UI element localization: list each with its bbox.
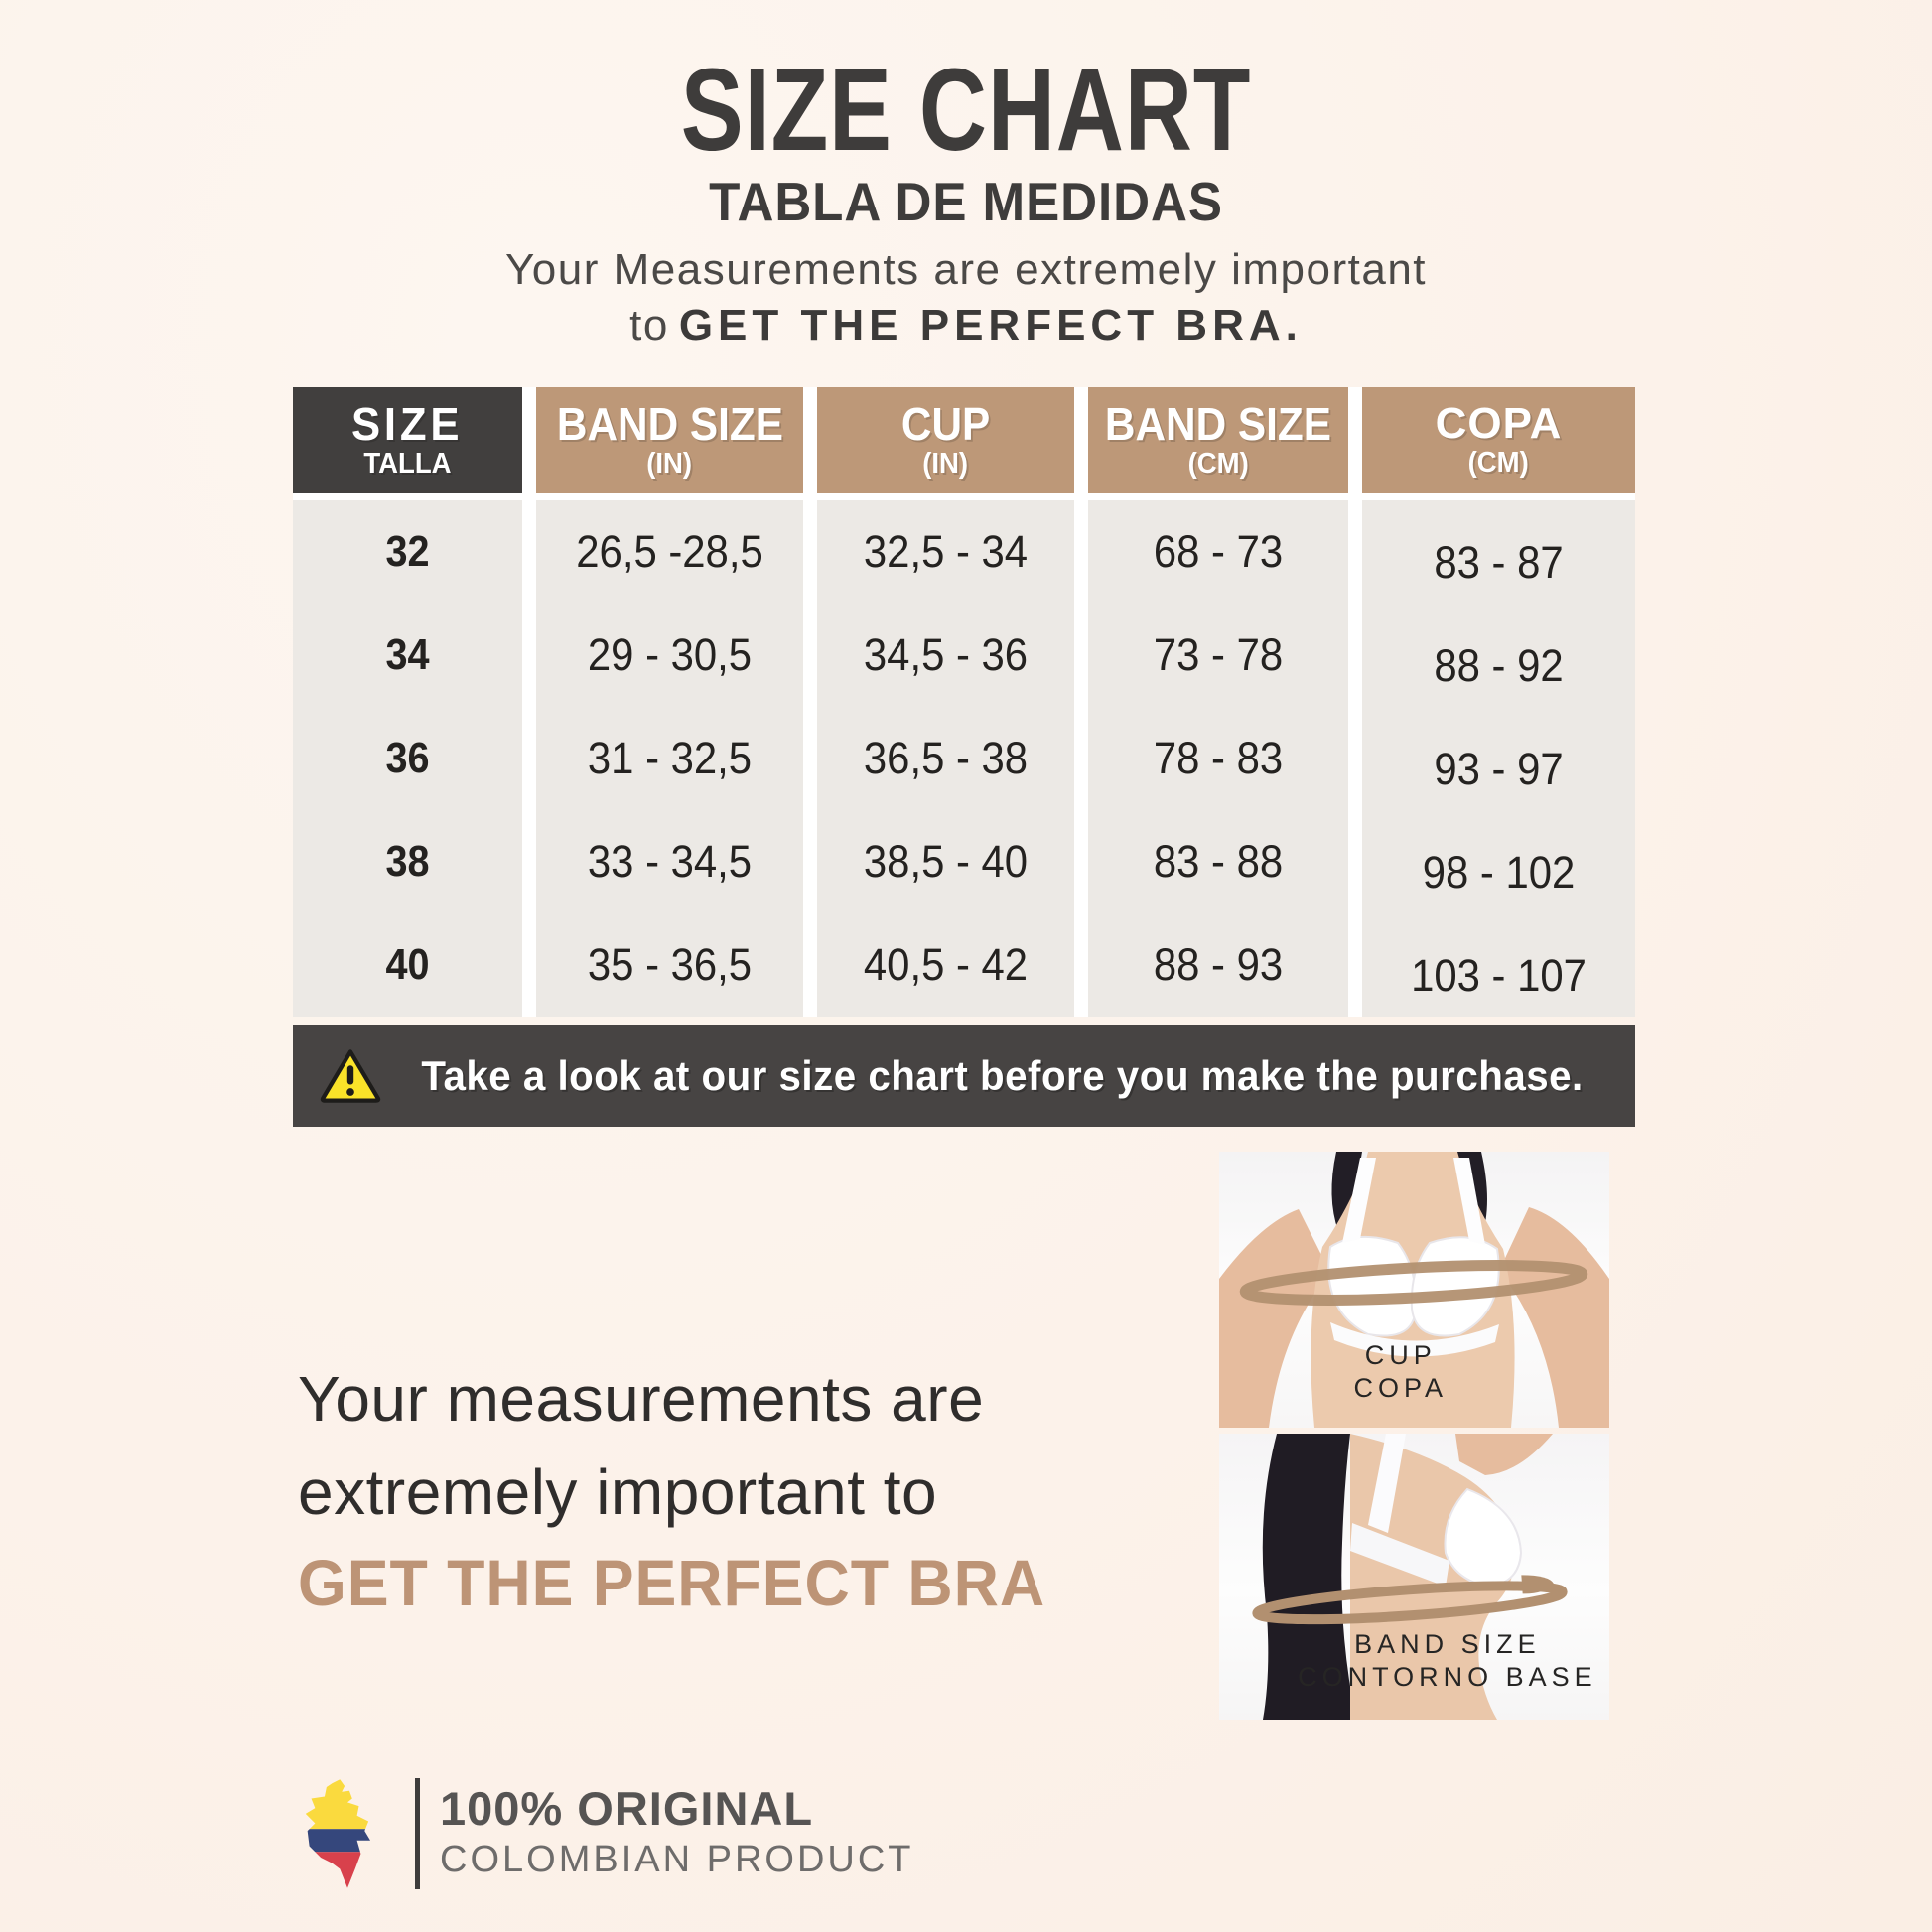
cup-photo-labels: CUP COPA xyxy=(1219,1339,1582,1405)
header-label: SIZE xyxy=(351,398,464,451)
table-cell-r0-c2: 32,5 - 34 xyxy=(863,526,1029,577)
header-cell-2: CUP (IN) xyxy=(817,387,1074,493)
table-cell-r0-c0: 32 xyxy=(385,527,430,576)
cup-label-es: COPA xyxy=(1353,1373,1448,1404)
table-cell-r3-c4: 98 - 102 xyxy=(1422,847,1576,897)
band-measurement-photo: BAND SIZE CONTORNO BASE xyxy=(1219,1434,1609,1720)
header-cell-0: SIZE TALLA xyxy=(293,387,522,493)
table-cell-r3-c1: 33 - 34,5 xyxy=(587,836,753,887)
table-column-3: BAND SIZE (CM) 68 - 73 73 - 78 78 - 83 83 - 8… xyxy=(1088,387,1348,1017)
table-cell-r0-c1: 26,5 -28,5 xyxy=(576,526,763,577)
table-cell-r4-c3: 88 - 93 xyxy=(1153,939,1284,990)
header-sublabel: (CM) xyxy=(1187,447,1249,480)
table-column-body-2: 32,5 - 34 34,5 - 36 36,5 - 38 38,5 - 40 40,5… xyxy=(817,500,1074,1017)
note-line-1: Your measurements are xyxy=(298,1363,985,1435)
table-cell-r1-c1: 29 - 30,5 xyxy=(587,629,753,680)
intro-line-1: Your Measurements are extremely importan… xyxy=(504,245,1428,294)
table-cell-r4-c0: 40 xyxy=(385,940,430,989)
footer-product-label: COLOMBIAN PRODUCT xyxy=(440,1839,914,1881)
table-cell-r4-c2: 40,5 - 42 xyxy=(863,939,1029,990)
table-column-body-4: 83 - 87 88 - 92 93 - 97 98 - 102 103 - 107 xyxy=(1362,500,1635,1017)
size-table: SIZE TALLA 32 34 36 38 40 BAND SIZE (IN) 26,5 -28… xyxy=(293,387,1635,1017)
header-label: BAND SIZE xyxy=(1104,398,1332,451)
table-cell-r2-c4: 93 - 97 xyxy=(1434,744,1564,794)
page-subtitle: TABLA DE MEDIDAS xyxy=(709,171,1223,232)
table-column-0: SIZE TALLA 32 34 36 38 40 xyxy=(293,387,522,1017)
band-label-es: CONTORNO BASE xyxy=(1298,1661,1597,1692)
table-cell-r1-c3: 73 - 78 xyxy=(1153,629,1284,680)
table-cell-r0-c3: 68 - 73 xyxy=(1153,526,1284,577)
header-cell-3: BAND SIZE (CM) xyxy=(1088,387,1348,493)
table-column-body-3: 68 - 73 73 - 78 78 - 83 83 - 88 88 - 93 xyxy=(1088,500,1348,1017)
cup-label-en: CUP xyxy=(1364,1340,1437,1371)
table-column-body-1: 26,5 -28,5 29 - 30,5 31 - 32,5 33 - 34,5 35 … xyxy=(536,500,803,1017)
table-cell-r4-c4: 103 - 107 xyxy=(1411,950,1587,1001)
table-cell-r3-c2: 38,5 - 40 xyxy=(863,836,1029,887)
intro-line-2-prefix: to xyxy=(629,301,669,349)
page-title: SIZE CHART xyxy=(680,45,1252,176)
intro-line-2-bold: GET THE PERFECT BRA. xyxy=(678,301,1303,349)
table-column-4: COPA (CM) 83 - 87 88 - 92 93 - 97 98 - 102 103… xyxy=(1362,387,1635,1017)
note-line-3: GET THE PERFECT BRA xyxy=(298,1546,1046,1619)
header-label: BAND SIZE xyxy=(556,398,783,451)
table-cell-r2-c0: 36 xyxy=(385,734,430,782)
band-photo-labels: BAND SIZE CONTORNO BASE xyxy=(1286,1628,1609,1694)
footer-divider xyxy=(415,1778,420,1889)
warning-triangle-icon xyxy=(321,1048,381,1103)
header-sublabel: (IN) xyxy=(922,447,969,480)
header-label: COPA xyxy=(1435,399,1563,449)
header-cell-1: BAND SIZE (IN) xyxy=(536,387,803,493)
table-cell-r2-c2: 36,5 - 38 xyxy=(863,733,1029,783)
cup-measurement-photo: CUP COPA xyxy=(1219,1152,1609,1428)
table-cell-r4-c1: 35 - 36,5 xyxy=(587,939,753,990)
table-cell-r3-c3: 83 - 88 xyxy=(1153,836,1284,887)
origin-badge: 100% ORIGINAL COLOMBIAN PRODUCT xyxy=(300,1775,913,1892)
table-cell-r2-c1: 31 - 32,5 xyxy=(587,733,753,783)
warning-text: Take a look at our size chart before you… xyxy=(421,1051,1585,1099)
colombia-map-icon xyxy=(305,1779,371,1888)
header-label: CUP xyxy=(900,398,991,451)
footer-text: 100% ORIGINAL COLOMBIAN PRODUCT xyxy=(440,1782,913,1884)
warning-banner: Take a look at our size chart before you… xyxy=(293,1025,1635,1127)
note-line-2: extremely important to xyxy=(298,1456,938,1528)
side-torso-illustration xyxy=(1219,1434,1609,1720)
measurement-note: Your measurements are extremely importan… xyxy=(298,1352,1122,1622)
intro-line-2: to GET THE PERFECT BRA. xyxy=(0,304,1932,347)
header-sublabel: (CM) xyxy=(1467,446,1530,479)
front-torso-illustration xyxy=(1219,1152,1609,1428)
table-cell-r0-c4: 83 - 87 xyxy=(1434,537,1564,588)
footer-original-label: 100% ORIGINAL xyxy=(440,1782,814,1836)
table-column-1: BAND SIZE (IN) 26,5 -28,5 29 - 30,5 31 - 32,… xyxy=(536,387,803,1017)
header-cell-4: COPA (CM) xyxy=(1362,387,1635,493)
table-column-2: CUP (IN) 32,5 - 34 34,5 - 36 36,5 - 38 38,5 -… xyxy=(817,387,1074,1017)
table-cell-r1-c4: 88 - 92 xyxy=(1434,640,1564,691)
table-cell-r2-c3: 78 - 83 xyxy=(1153,733,1284,783)
header-sublabel: (IN) xyxy=(646,447,693,480)
table-column-body-0: 32 34 36 38 40 xyxy=(293,500,522,1017)
table-cell-r1-c2: 34,5 - 36 xyxy=(863,629,1029,680)
table-cell-r1-c0: 34 xyxy=(385,630,430,679)
header-sublabel: TALLA xyxy=(363,447,452,480)
band-label-en: BAND SIZE xyxy=(1354,1628,1541,1659)
table-cell-r3-c0: 38 xyxy=(385,837,430,886)
